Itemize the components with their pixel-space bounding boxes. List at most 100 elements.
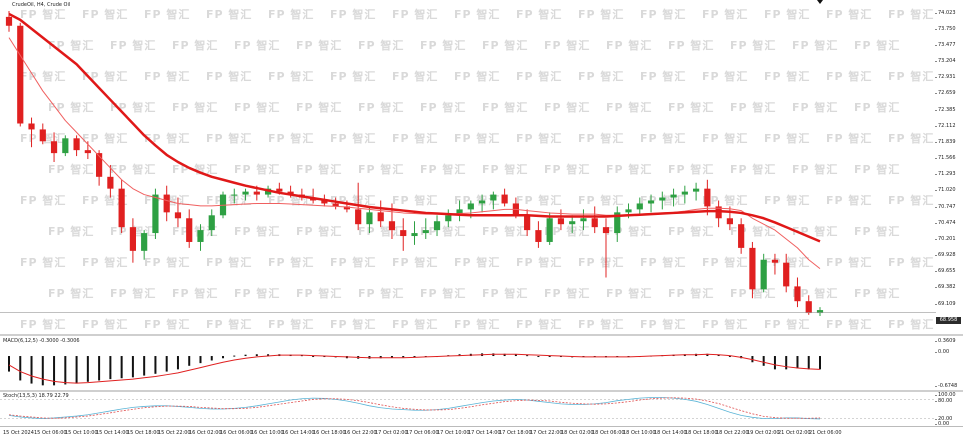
macd-bar	[244, 354, 247, 357]
watermark: FP 智汇	[482, 163, 529, 176]
chart-canvas[interactable]	[0, 0, 936, 426]
watermark: FP 智汇	[702, 70, 749, 83]
stoch-tick: 100.00	[935, 392, 956, 398]
watermark: FP 智汇	[392, 8, 439, 21]
time-tick: 17 Oct 18:00	[499, 430, 532, 436]
candle-body	[253, 191, 260, 195]
macd-bar	[267, 354, 270, 357]
macd-bar	[796, 356, 799, 369]
macd-bar	[379, 356, 382, 359]
candle-body	[84, 150, 91, 154]
macd-bar	[773, 356, 776, 370]
watermark: FP 智汇	[82, 70, 129, 83]
candle-body	[321, 200, 328, 204]
time-tick: 21 Oct 02:00	[778, 430, 811, 436]
watermark: FP 智汇	[234, 163, 281, 176]
watermark: FP 智汇	[764, 70, 811, 83]
macd-bar	[537, 356, 540, 358]
price-panel[interactable]: CrudeOil, H4, Crude Oil	[0, 0, 936, 334]
watermark: FP 智汇	[730, 39, 777, 52]
macd-bar	[526, 355, 529, 357]
candle-body	[783, 262, 790, 287]
time-tick: 17 Oct 22:00	[530, 430, 563, 436]
candle-body	[816, 310, 824, 314]
candle-body	[569, 221, 576, 225]
macd-bar	[312, 356, 315, 358]
watermark: FP 智汇	[482, 101, 529, 114]
watermark: FP 智汇	[110, 163, 157, 176]
watermark: FP 智汇	[826, 132, 873, 145]
watermark: FP 智汇	[826, 194, 873, 207]
candle-body	[524, 215, 531, 231]
watermark: FP 智汇	[640, 70, 687, 83]
macd-bar	[413, 356, 416, 358]
watermark: FP 智汇	[48, 287, 95, 300]
watermark: FP 智汇	[144, 132, 191, 145]
time-axis: 15 Oct 2024 15 Oct 06:00 15 Oct 10:00 15 Oc…	[0, 426, 963, 442]
watermark: FP 智汇	[392, 132, 439, 145]
candle-body	[28, 123, 35, 130]
candle-body	[614, 212, 621, 234]
watermark: FP 智汇	[516, 194, 563, 207]
price-tick: 72.385	[935, 106, 956, 113]
watermark: FP 智汇	[792, 101, 839, 114]
macd-bar	[717, 354, 720, 357]
macd-bar	[199, 356, 202, 364]
price-tick: 69.382	[935, 284, 956, 291]
watermark: FP 智汇	[172, 101, 219, 114]
watermark: FP 智汇	[82, 318, 129, 331]
watermark: FP 智汇	[792, 163, 839, 176]
watermark: FP 智汇	[578, 8, 625, 21]
watermark: FP 智汇	[48, 163, 95, 176]
panel-separator[interactable]	[0, 390, 963, 392]
candle-body	[726, 218, 733, 225]
watermark: FP 智汇	[826, 318, 873, 331]
candle-body	[636, 203, 643, 210]
time-tick: 15 Oct 18:00	[127, 430, 160, 436]
watermark: FP 智汇	[668, 101, 715, 114]
time-tick: 18 Oct 18:00	[685, 430, 718, 436]
watermark: FP 智汇	[172, 287, 219, 300]
watermark: FP 智汇	[20, 318, 67, 331]
macd-bar	[86, 356, 89, 382]
macd-bar	[131, 356, 134, 378]
watermark: FP 智汇	[730, 101, 777, 114]
watermark: FP 智汇	[206, 256, 253, 269]
watermark: FP 智汇	[668, 163, 715, 176]
watermark: FP 智汇	[640, 318, 687, 331]
watermark: FP 智汇	[268, 70, 315, 83]
watermark: FP 智汇	[544, 287, 591, 300]
candle-body	[749, 247, 756, 290]
panel-separator[interactable]	[0, 334, 963, 336]
macd-bar	[64, 356, 67, 385]
watermark: FP 智汇	[358, 39, 405, 52]
macd-bar	[120, 356, 123, 379]
watermark: FP 智汇	[296, 39, 343, 52]
candle-body	[5, 16, 13, 26]
watermark: FP 智汇	[82, 132, 129, 145]
time-tick: 16 Oct 06:00	[220, 430, 253, 436]
candle-body	[738, 224, 745, 248]
candle-body	[670, 194, 677, 198]
price-tick: 71.839	[935, 138, 956, 145]
watermark: FP 智汇	[516, 8, 563, 21]
macd-bar	[210, 356, 213, 361]
candle-body	[96, 153, 103, 177]
time-tick: 18 Oct 02:00	[561, 430, 594, 436]
watermark: FP 智汇	[454, 70, 501, 83]
watermark: FP 智汇	[110, 287, 157, 300]
watermark: FP 智汇	[854, 101, 901, 114]
watermark: FP 智汇	[20, 8, 67, 21]
watermark: FP 智汇	[20, 194, 67, 207]
watermark: FP 智汇	[702, 8, 749, 21]
watermark: FP 智汇	[144, 70, 191, 83]
macd-bar	[53, 356, 56, 386]
candle-body	[490, 194, 497, 201]
candle-body	[580, 218, 587, 222]
stoch-panel[interactable]: Stoch(13,5,3) 18.79 22.79	[0, 392, 936, 426]
price-tick: 73.750	[935, 25, 956, 32]
watermark: FP 智汇	[482, 287, 529, 300]
watermark: FP 智汇	[888, 318, 935, 331]
price-tick: 72.112	[935, 122, 956, 129]
candle-body	[805, 301, 812, 314]
